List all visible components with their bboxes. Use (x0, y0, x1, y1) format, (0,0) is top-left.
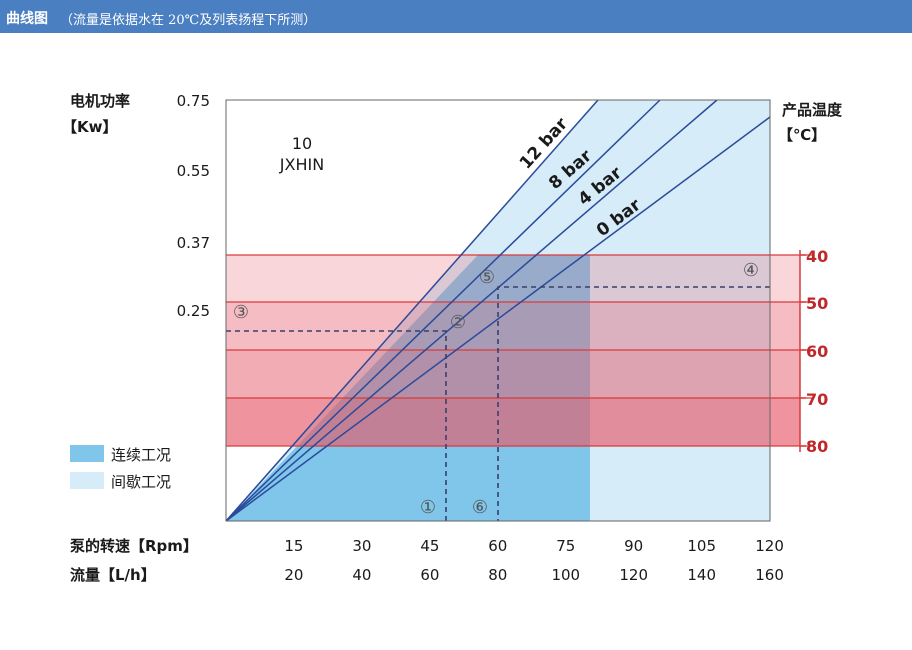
power-axis-label-line1: 电机功率 (70, 92, 130, 110)
temp-band-60-70 (226, 350, 800, 398)
rpm-tick-label: 105 (687, 537, 716, 555)
rpm-tick-label: 45 (420, 537, 439, 555)
temperature-band-borders (226, 254, 812, 447)
temp-band-50-60 (226, 302, 800, 350)
line-8-bar (225, 99, 661, 522)
flow-tick-label: 40 (352, 566, 371, 584)
temp-tick-70: 70 (806, 390, 828, 409)
temperature-ticks: 40 50 60 70 80 (806, 247, 828, 456)
temp-band-70-80 (226, 398, 800, 446)
marker-5: ⑤ (479, 267, 495, 288)
example-2-path (497, 286, 770, 521)
temp-tick-40: 40 (806, 247, 828, 266)
line-12-bar (225, 99, 599, 522)
marker-1: ① (420, 497, 436, 518)
model-line-2: JXHIN (279, 155, 324, 174)
rpm-tick-label: 75 (556, 537, 575, 555)
flow-tick-label: 80 (488, 566, 507, 584)
example-dashed-lines (226, 286, 770, 521)
power-tick-1: 0.55 (177, 162, 210, 180)
temp-tick-80: 80 (806, 437, 828, 456)
legend-swatch-intermittent (70, 472, 104, 489)
marker-3: ③ (233, 302, 249, 323)
power-tick-3: 0.25 (177, 302, 210, 320)
rpm-ticks: 15 30 45 60 75 90 105 120 (284, 537, 784, 555)
power-ticks: 0.75 0.55 0.37 0.25 (177, 92, 210, 320)
marker-2: ② (450, 312, 466, 333)
flow-tick-label: 140 (687, 566, 716, 584)
rpm-tick-label: 120 (755, 537, 784, 555)
flow-axis-label: 流量【L/h】 (70, 566, 156, 584)
rpm-tick-label: 60 (488, 537, 507, 555)
temp-tick-50: 50 (806, 294, 828, 313)
power-tick-0: 0.75 (177, 92, 210, 110)
power-axis-label-line2: 【Kw】 (62, 118, 117, 136)
temp-band-40-50 (226, 255, 800, 302)
temperature-tick-marks (800, 254, 806, 447)
header-subtitle: （流量是依据水在 20℃及列表扬程下所测） (60, 13, 317, 28)
temperature-axis-label-line1: 产品温度 (782, 101, 843, 119)
temperature-axis-label-line2: 【℃】 (778, 126, 826, 144)
legend-label-continuous: 连续工况 (111, 446, 171, 464)
line-4-bar (225, 99, 718, 522)
rpm-axis-label: 泵的转速【Rpm】 (70, 537, 198, 555)
model-line-1: 10 (292, 134, 312, 153)
header-title: 曲线图 (6, 11, 48, 27)
legend-label-intermittent: 间歇工况 (111, 473, 171, 491)
temp-tick-60: 60 (806, 342, 828, 361)
flow-tick-label: 100 (551, 566, 580, 584)
line-0-bar (225, 116, 771, 522)
marker-6: ⑥ (472, 497, 488, 518)
flow-tick-label: 160 (755, 566, 784, 584)
rpm-tick-label: 90 (624, 537, 643, 555)
pressure-lines (225, 99, 771, 522)
example-1-path (226, 330, 447, 521)
flow-tick-label: 60 (420, 566, 439, 584)
flow-tick-label: 20 (284, 566, 303, 584)
power-tick-2: 0.37 (177, 234, 210, 252)
header-bar (0, 0, 912, 33)
rpm-tick-label: 15 (284, 537, 303, 555)
rpm-tick-label: 30 (352, 537, 371, 555)
legend-swatch-continuous (70, 445, 104, 462)
plot-frame (225, 99, 771, 522)
marker-4: ④ (743, 260, 759, 281)
flow-ticks: 20 40 60 80 100 120 140 160 (284, 566, 784, 584)
markers: ① ② ③ ④ ⑤ ⑥ (233, 260, 759, 518)
flow-tick-label: 120 (619, 566, 648, 584)
